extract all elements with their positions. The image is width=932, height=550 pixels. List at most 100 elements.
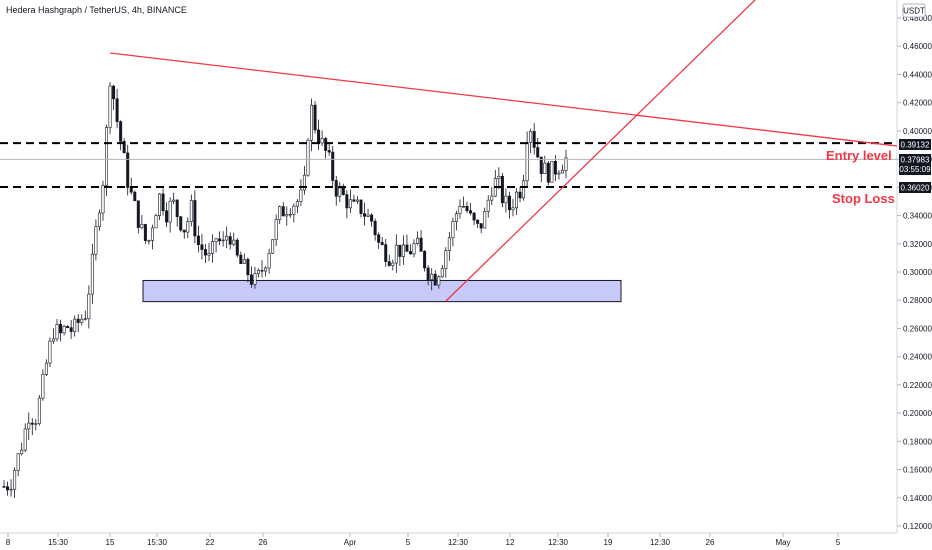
candle-body <box>412 243 416 255</box>
candle-body <box>62 326 66 334</box>
ascending-trendline <box>445 0 756 302</box>
candle-body <box>348 199 352 209</box>
candle-body <box>218 238 222 242</box>
candle-body <box>306 139 310 176</box>
candle-body <box>66 326 70 328</box>
y-tick-label: 0.26000 <box>903 324 932 333</box>
y-tick-label: 0.42000 <box>903 99 932 108</box>
candle-body <box>564 157 568 171</box>
candle-body <box>51 338 55 342</box>
x-tick-label: 12:30 <box>650 538 671 547</box>
candle-body <box>504 195 508 204</box>
candle-body <box>507 195 511 211</box>
candle-body <box>175 199 179 217</box>
candle-body <box>69 327 73 332</box>
y-tick-label: 0.16000 <box>903 466 932 475</box>
support-zone <box>142 279 622 303</box>
currency-label: USDT <box>903 7 925 16</box>
candle-body <box>9 488 13 491</box>
y-tick-label: 0.34000 <box>903 212 932 221</box>
candle-body <box>550 160 554 183</box>
y-tick-label: 0.32000 <box>903 240 932 249</box>
candle-body <box>228 236 232 245</box>
candle-body <box>196 235 200 246</box>
candle-body <box>281 206 285 217</box>
candle-body <box>59 324 63 334</box>
candle-body <box>20 449 24 455</box>
candle-body <box>147 240 151 242</box>
candle-body <box>126 152 130 188</box>
candle-body <box>179 216 183 231</box>
candle-body <box>324 138 328 151</box>
candle-body <box>203 249 207 256</box>
candle-body <box>355 199 359 202</box>
candle-body <box>129 187 133 193</box>
candle-body <box>465 206 469 212</box>
entry-level-annotation: Entry level <box>826 148 892 163</box>
candle-body <box>101 184 105 214</box>
candle-body <box>44 362 48 375</box>
candle-body <box>154 215 158 229</box>
candle-body <box>320 138 324 144</box>
candle-body <box>317 129 321 144</box>
y-tick-label: 0.22000 <box>903 381 932 390</box>
candle-body <box>299 189 303 202</box>
candle-body <box>122 141 126 154</box>
candle-body <box>87 293 91 320</box>
candle-body <box>73 318 77 332</box>
candle-body <box>522 180 526 199</box>
candle-body <box>136 200 140 228</box>
y-tick-label: 0.40000 <box>903 127 932 136</box>
candle-body <box>359 199 363 214</box>
candle-body <box>6 486 10 491</box>
candle-body <box>461 206 465 208</box>
candle-body <box>529 131 533 143</box>
x-tick-label: 15 <box>106 538 115 547</box>
candle-body <box>557 172 561 175</box>
candle-body <box>560 170 564 174</box>
candle-body <box>285 214 289 217</box>
candle-body <box>182 229 186 233</box>
candle-body <box>200 244 204 250</box>
candle-body <box>76 318 80 323</box>
candle-body <box>278 206 282 220</box>
candle-body <box>408 251 412 255</box>
x-tick-label: 5 <box>836 538 841 547</box>
x-tick-label: 15:30 <box>48 538 69 547</box>
candle-body <box>553 160 557 175</box>
candle-body <box>13 470 17 490</box>
candle-body <box>37 397 41 424</box>
candle-body <box>115 98 119 122</box>
candle-body <box>384 244 388 262</box>
candle-body <box>511 207 515 211</box>
lower-level-tag <box>899 182 931 193</box>
candle-body <box>532 131 536 148</box>
current-price-tag <box>899 154 931 175</box>
candle-body <box>426 267 430 280</box>
candle-body <box>313 104 317 131</box>
candle-body <box>23 428 27 451</box>
candle-body <box>90 253 94 295</box>
candle-body <box>112 85 116 100</box>
candle-body <box>16 453 20 471</box>
candle-body <box>271 239 275 254</box>
candle-body <box>260 270 264 272</box>
candle-body <box>423 251 427 269</box>
candle-body <box>292 205 296 215</box>
candle-body <box>193 200 197 237</box>
y-tick-label: 0.18000 <box>903 437 932 446</box>
candle-body <box>108 85 112 128</box>
currency-tag[interactable] <box>902 3 926 18</box>
candle-body <box>2 486 6 488</box>
candle-body <box>235 239 239 256</box>
candle-body <box>161 193 165 212</box>
candle-body <box>253 273 257 285</box>
x-tick-label: May <box>775 538 790 547</box>
candle-body <box>30 422 34 425</box>
candle-body <box>405 244 409 252</box>
candle-body <box>341 187 345 195</box>
candle-body <box>352 199 356 202</box>
candle-body <box>416 237 420 244</box>
candle-body <box>536 147 540 158</box>
